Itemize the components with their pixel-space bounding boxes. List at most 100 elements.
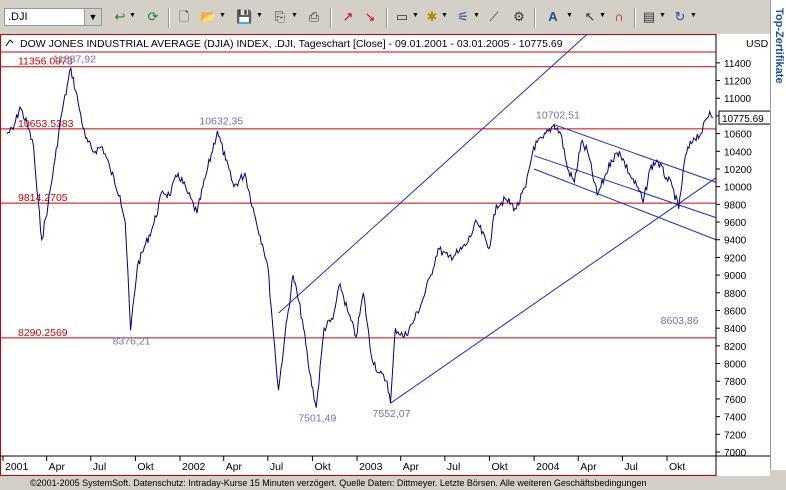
y-tick-label: 9800 xyxy=(724,200,747,211)
annotation-label: 10632,35 xyxy=(199,116,243,128)
chevron-down-icon[interactable]: ▼ xyxy=(84,9,101,25)
line-chart-icon xyxy=(5,39,14,47)
symbol-input[interactable]: .DJI ▼ xyxy=(4,8,102,26)
text-icon[interactable]: A xyxy=(548,9,558,24)
text-dropdown-icon[interactable]: ▼ xyxy=(566,12,573,19)
indicator-dropdown-icon[interactable]: ▼ xyxy=(441,12,448,19)
plot-border xyxy=(0,34,717,476)
y-tick-label: 10600 xyxy=(724,130,752,141)
trendline xyxy=(553,124,717,183)
y-tick-label: 8000 xyxy=(724,360,747,371)
footer-text: ©2001-2005 SystemSoft. Datenschutz: Intr… xyxy=(30,478,647,488)
save-icon[interactable]: 💾 xyxy=(236,9,253,24)
x-tick-label: 2001 xyxy=(5,461,29,473)
copy-dropdown-icon[interactable]: ▼ xyxy=(291,12,298,19)
magnet-icon[interactable]: ∩ xyxy=(614,9,624,24)
drawing-dropdown-icon[interactable]: ▼ xyxy=(473,12,480,19)
x-tick-label: 2003 xyxy=(359,461,383,473)
x-tick-label: Apr xyxy=(49,461,66,473)
copy-icon[interactable]: ⎘ xyxy=(274,9,286,24)
x-tick-label: Okt xyxy=(669,461,685,473)
y-tick-label: 10400 xyxy=(724,147,752,158)
print-icon[interactable]: ⎙ xyxy=(308,9,320,24)
cursor-dropdown-icon[interactable]: ▼ xyxy=(599,12,606,19)
x-tick-label: Jul xyxy=(93,461,106,473)
currency-label: USD xyxy=(746,38,769,50)
chart-add-icon[interactable]: ↗ xyxy=(342,9,354,24)
redo-icon[interactable]: ↻ xyxy=(674,9,686,24)
level-label: 11356.0973 xyxy=(18,56,73,68)
level-label: 9814.2705 xyxy=(18,192,68,204)
separator xyxy=(330,8,332,28)
y-tick-label: 11000 xyxy=(724,94,752,105)
separator xyxy=(168,8,170,28)
annotation-label: 10702,51 xyxy=(536,110,580,122)
trendline xyxy=(533,168,717,241)
separator xyxy=(534,8,536,28)
x-tick-label: Okt xyxy=(491,461,507,473)
side-panel: Top-Zertifikate xyxy=(770,0,786,470)
go-dropdown-icon[interactable]: ▼ xyxy=(129,12,136,19)
y-tick-label: 10000 xyxy=(724,183,752,194)
y-tick-label: 9600 xyxy=(724,218,747,229)
open-icon[interactable]: 📂 xyxy=(200,9,217,24)
annotation-label: 8376,21 xyxy=(113,335,151,347)
x-tick-label: Apr xyxy=(403,461,420,473)
x-tick-label: 2004 xyxy=(536,461,560,473)
y-tick-label: 7400 xyxy=(724,413,747,424)
y-tick-label: 7200 xyxy=(724,430,747,441)
indicator-icon[interactable]: ✱ xyxy=(426,9,438,24)
window-dropdown-icon[interactable]: ▼ xyxy=(412,12,419,19)
x-tick-label: Apr xyxy=(580,461,597,473)
x-tick-label: Okt xyxy=(314,461,330,473)
y-tick-label: 7000 xyxy=(724,448,747,459)
annotation-label: 7501,49 xyxy=(298,413,336,425)
chart-remove-icon[interactable]: ↘ xyxy=(364,9,376,24)
trendline xyxy=(533,155,717,219)
toolbar: .DJI ▼ ↩ ▼ ⟳ 🗋 📂 ▼ 💾 ▼ ⎘ ▼ ⎙ ↗ ↘ ▭ ▼ ✱ ▼… xyxy=(0,0,786,35)
trendline xyxy=(390,177,717,404)
x-tick-label: Jul xyxy=(447,461,460,473)
last-value-label: 10775.69 xyxy=(722,114,764,125)
x-tick-label: Apr xyxy=(226,461,243,473)
y-tick-label: 8600 xyxy=(724,306,747,317)
trendline xyxy=(278,18,605,314)
symbol-value: .DJI xyxy=(8,11,28,23)
y-tick-label: 10200 xyxy=(724,165,752,176)
tools-icon[interactable]: ▤ xyxy=(642,9,656,24)
y-tick-label: 11200 xyxy=(724,77,752,88)
separator xyxy=(386,8,388,28)
window-icon[interactable]: ▭ xyxy=(395,9,409,24)
new-icon[interactable]: 🗋 xyxy=(178,9,190,24)
redo-dropdown-icon[interactable]: ▼ xyxy=(690,12,697,19)
properties-icon[interactable]: ⚙ xyxy=(513,9,525,24)
y-tick-label: 8200 xyxy=(724,342,747,353)
annotation-label: 11337,92 xyxy=(53,53,96,65)
open-dropdown-icon[interactable]: ▼ xyxy=(219,12,226,19)
y-tick-label: 11400 xyxy=(724,59,752,70)
cursor-icon[interactable]: ↖ xyxy=(584,9,596,24)
trend-icon[interactable]: ⟋ xyxy=(489,9,499,24)
y-tick-label: 9400 xyxy=(724,236,747,247)
y-tick-label: 7600 xyxy=(724,395,747,406)
save-dropdown-icon[interactable]: ▼ xyxy=(256,12,263,19)
chart-title: DOW JONES INDUSTRIAL AVERAGE (DJIA) INDE… xyxy=(20,38,563,50)
side-panel-label[interactable]: Top-Zertifikate xyxy=(773,8,785,84)
annotation-label: 7552,07 xyxy=(373,408,411,420)
go-icon[interactable]: ↩ xyxy=(114,9,126,24)
chart-area[interactable]: 11356.0973 10653.5383 9814.2705 8290.2569 1… xyxy=(0,18,772,476)
refresh-icon[interactable]: ⟳ xyxy=(147,9,159,24)
y-tick-label: 9000 xyxy=(724,271,747,282)
tools-dropdown-icon[interactable]: ▼ xyxy=(659,12,666,19)
x-tick-label: 2002 xyxy=(182,461,206,473)
y-tick-label: 8800 xyxy=(724,289,747,300)
x-tick-label: Jul xyxy=(624,461,637,473)
drawing-icon[interactable]: ⚟ xyxy=(457,9,469,24)
annotation-label: 8603,86 xyxy=(661,315,699,327)
y-tick-label: 8400 xyxy=(724,324,747,335)
y-tick-label: 7800 xyxy=(724,377,747,388)
level-label: 8290.2569 xyxy=(18,327,68,339)
x-tick-label: Okt xyxy=(137,461,153,473)
separator xyxy=(634,8,636,28)
